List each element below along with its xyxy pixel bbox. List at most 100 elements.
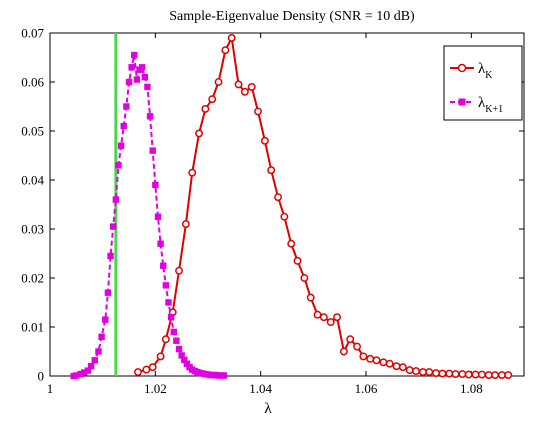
series-2-point	[167, 313, 175, 321]
series-2-point	[144, 83, 151, 91]
series-1-point	[280, 212, 289, 221]
y-tick-label: 0.04	[21, 173, 44, 188]
plot-area: 1 1.02 1.04 1.06 1.08 0 0.01 0.02 0.03 0.04 0.05 0.…	[21, 26, 525, 396]
series-1-point	[208, 95, 217, 104]
y-tick-label: 0.03	[21, 222, 44, 237]
series-1-point	[471, 370, 480, 379]
series-2-point	[98, 333, 105, 340]
series-1-point	[181, 220, 190, 229]
series-1-point	[379, 358, 388, 367]
series-2-point	[138, 64, 146, 71]
series-2-point	[131, 51, 138, 59]
legend-marker-1	[457, 63, 467, 73]
series-2-point	[149, 147, 156, 154]
series-1-point	[201, 105, 210, 113]
series-1-point	[464, 370, 473, 379]
legend-label-1: λK	[478, 61, 493, 81]
legend-box	[443, 45, 523, 121]
series-1-point	[293, 256, 302, 265]
series-1-point	[313, 310, 322, 319]
series-1-point	[148, 363, 157, 372]
series-1-point	[398, 363, 407, 372]
series-1-point	[458, 370, 467, 378]
series-1-point	[425, 368, 434, 377]
y-tick-label: 0.02	[21, 271, 44, 286]
series-1-point	[353, 342, 361, 351]
series-1-point	[326, 318, 335, 327]
series-2-point	[157, 240, 164, 247]
series-1-point	[142, 365, 151, 374]
y-tick-label: 0.07	[21, 26, 44, 41]
series-1-point	[504, 371, 513, 379]
series-2-point	[220, 372, 227, 379]
series-1-point	[339, 347, 348, 356]
series-2-point	[165, 299, 172, 306]
chart-title: Sample-Eigenvalue Density (SNR = 10 dB)	[169, 9, 415, 24]
series-1-point	[346, 335, 355, 344]
series-1-point	[227, 33, 236, 42]
axes-box	[49, 32, 525, 377]
series-1-point	[385, 359, 394, 368]
series-1-point	[412, 367, 420, 376]
series-1-point	[240, 87, 249, 96]
series-1-point	[392, 362, 401, 371]
x-tick-label: 1.08	[460, 381, 483, 396]
series-2-point	[110, 223, 117, 230]
series-1-point	[161, 335, 170, 344]
series-2-point	[141, 73, 148, 81]
series-1-point	[497, 371, 506, 379]
series-1-point	[491, 371, 499, 379]
series-2-point	[107, 252, 114, 260]
series-1-point	[156, 352, 165, 361]
series-1-point	[221, 46, 230, 55]
x-tick-label: 1.02	[144, 381, 167, 396]
series-1-point	[247, 82, 256, 91]
series-2-point	[162, 282, 170, 289]
series-1-point	[438, 369, 447, 378]
series-1-point	[267, 166, 276, 175]
series-2-point	[152, 181, 159, 189]
series-2-point	[87, 362, 95, 370]
series-2-point	[170, 328, 177, 336]
series-1-point	[451, 370, 460, 378]
series-2-point	[95, 348, 102, 355]
series-2-point	[91, 357, 98, 364]
series-1-point	[134, 368, 142, 377]
series-1-point	[405, 366, 414, 375]
x-axis-label: λ	[264, 401, 272, 417]
series-1-point	[366, 354, 375, 363]
series-2-point	[175, 345, 183, 353]
series-1-point	[274, 193, 282, 202]
series-1-point	[484, 371, 493, 379]
series-1-point	[333, 313, 341, 322]
series-2-point	[160, 262, 167, 269]
y-tick-label: 0.05	[21, 124, 44, 139]
series-1-point	[432, 369, 440, 378]
series-2-point	[125, 78, 133, 86]
series-1-point	[195, 129, 203, 138]
series-1-point	[372, 356, 381, 365]
y-tick-label: 0.06	[21, 75, 44, 90]
series-1-point	[306, 293, 315, 302]
series-2-point	[120, 122, 127, 130]
legend-marker-2	[458, 98, 466, 106]
series-1-point	[445, 369, 454, 378]
series-2-point	[154, 213, 162, 220]
series-2-point	[117, 142, 125, 149]
series-1-point	[319, 313, 328, 322]
series-1-point	[477, 370, 486, 379]
series-1-point	[418, 368, 427, 377]
x-tick-label: 1.04	[249, 381, 272, 396]
series-1-point	[359, 352, 368, 361]
y-tick-label: 0.01	[21, 320, 44, 335]
series-2-point	[173, 337, 180, 344]
series-2-point	[102, 316, 109, 323]
series-1-point	[254, 107, 262, 116]
legend-label-2: λK+1	[478, 95, 503, 115]
series-1-point	[287, 239, 296, 248]
series-1-point	[214, 78, 223, 86]
x-tick-label: 1.06	[355, 381, 378, 396]
y-tick-label: 0	[38, 369, 45, 384]
